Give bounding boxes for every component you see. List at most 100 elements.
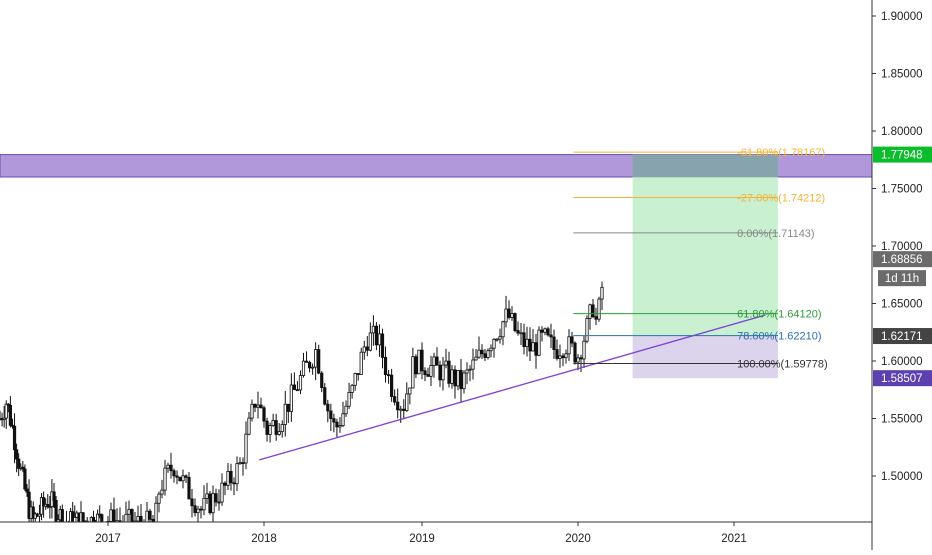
candle-body [214, 493, 218, 503]
candle-body [175, 475, 179, 478]
candle-body [498, 336, 502, 340]
candle-body [371, 325, 375, 334]
candle-body [450, 369, 454, 384]
candle-body [256, 404, 260, 408]
fib-level-label: 61.80%(1.64120) [737, 309, 821, 321]
candle-body [576, 357, 580, 363]
candle-body [341, 413, 345, 426]
candle-body [396, 401, 400, 411]
candle-body [525, 338, 529, 347]
candle-body [528, 338, 532, 352]
candle-body [600, 286, 604, 300]
candle-body [501, 321, 505, 338]
candle-body [414, 356, 418, 375]
price-label-badge[interactable] [873, 370, 932, 387]
take-profit-zone [632, 154, 778, 336]
candle-body [277, 431, 281, 435]
candle-body [17, 458, 21, 469]
candle-body [567, 336, 571, 355]
candle-body [48, 506, 52, 508]
candle-body [241, 462, 245, 464]
candle-body [127, 509, 131, 515]
candle-body [408, 387, 412, 395]
candle-body [148, 510, 152, 520]
price-label-badge[interactable] [873, 328, 932, 345]
candle-body [12, 425, 17, 451]
price-label-badge[interactable] [873, 251, 932, 268]
candle-body [166, 464, 170, 469]
trendline[interactable] [259, 314, 766, 461]
candle-body [432, 356, 436, 366]
time-tick-label: 2018 [251, 533, 277, 545]
candle-body [459, 370, 463, 390]
price-label-text: 1.58507 [881, 373, 923, 385]
candle-body [513, 313, 517, 331]
candle-body [81, 512, 85, 522]
candle-body [447, 360, 451, 384]
candle-body [546, 328, 550, 336]
candle-body [283, 403, 287, 425]
candle-body [199, 508, 203, 511]
candle-body [187, 476, 191, 500]
candle-body [531, 342, 535, 352]
price-label-text: 1.62171 [881, 331, 923, 343]
candle-body [543, 328, 547, 333]
candle-body [265, 420, 269, 435]
candle-body [393, 396, 397, 403]
candle-body [226, 470, 230, 486]
candle-body [274, 420, 278, 435]
candle-body [405, 393, 409, 411]
candle-body [244, 433, 248, 464]
candle-body [368, 332, 372, 351]
candle-body [359, 351, 363, 375]
candle-body [438, 364, 442, 381]
candle-body [154, 502, 158, 523]
candle-body [579, 357, 583, 360]
candle-body [250, 403, 254, 419]
candle-body [594, 316, 598, 320]
candle-body [555, 349, 559, 359]
candle-body [444, 360, 448, 366]
candle-body [534, 342, 538, 356]
candle-body [338, 425, 342, 428]
candle-body [561, 355, 565, 359]
candle-body [223, 482, 227, 486]
candle-body [332, 418, 336, 423]
candle-body [326, 403, 330, 412]
candle-body [292, 384, 296, 391]
candle-body [474, 356, 478, 361]
candle-body [420, 349, 424, 372]
candle-body [112, 509, 116, 523]
candle-body [429, 365, 433, 377]
candle-body [588, 304, 592, 319]
candle-body [301, 360, 306, 376]
countdown-label: 1d 11h [885, 273, 919, 285]
candle-body [15, 449, 19, 460]
candle-body [37, 513, 42, 517]
candle-body [453, 369, 457, 387]
candle-body [23, 468, 27, 490]
candle-body [100, 514, 104, 523]
candle-body [540, 329, 544, 333]
candle-body [362, 346, 366, 353]
candle-body [91, 517, 96, 523]
candle-body [130, 509, 134, 523]
candle-body [380, 333, 385, 358]
candle-body [60, 509, 64, 523]
candle-body [317, 349, 321, 374]
candle-body [504, 308, 508, 323]
candle-body [353, 373, 357, 386]
candle-body [329, 410, 333, 420]
candle-body [27, 491, 31, 519]
candle-body [196, 508, 200, 514]
candle-body [558, 355, 562, 359]
candle-body [335, 421, 339, 428]
candle-body [399, 408, 403, 411]
candle-body [386, 374, 391, 377]
price-label-badge[interactable] [873, 146, 932, 163]
candle-body [365, 346, 369, 351]
candle-body [6, 403, 10, 406]
candle-body [235, 463, 239, 485]
